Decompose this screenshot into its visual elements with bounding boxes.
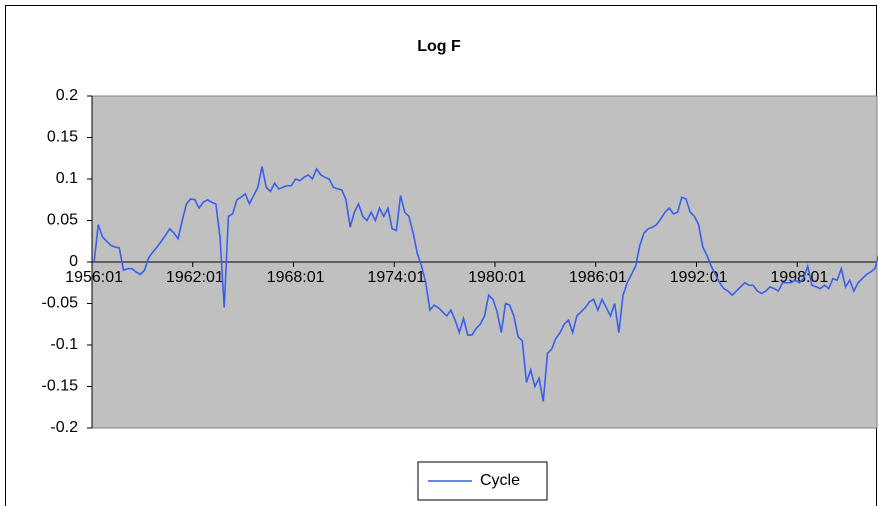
y-tick-label: -0.15: [42, 378, 79, 395]
x-tick-label: 1956:01: [65, 269, 123, 286]
y-tick-label: -0.1: [50, 336, 78, 353]
y-tick-label: 0: [69, 253, 78, 270]
x-tick-label: 1980:01: [468, 269, 526, 286]
x-tick-label: 1974:01: [367, 269, 425, 286]
legend-label: Cycle: [480, 472, 520, 489]
x-tick-label: 1962:01: [166, 269, 224, 286]
x-tick-label: 1986:01: [569, 269, 627, 286]
y-tick-label: 0.15: [47, 129, 78, 146]
x-tick-label: 1992:01: [670, 269, 728, 286]
chart-title: Log F: [417, 38, 461, 55]
data-line: [93, 166, 878, 402]
y-tick-label: -0.2: [50, 419, 78, 436]
x-tick-label: 1968:01: [267, 269, 325, 286]
y-tick-label: 0.05: [47, 212, 78, 229]
y-tick-label: 0.2: [56, 87, 78, 104]
y-tick-label: -0.05: [42, 295, 79, 312]
y-tick-label: 0.1: [56, 170, 78, 187]
